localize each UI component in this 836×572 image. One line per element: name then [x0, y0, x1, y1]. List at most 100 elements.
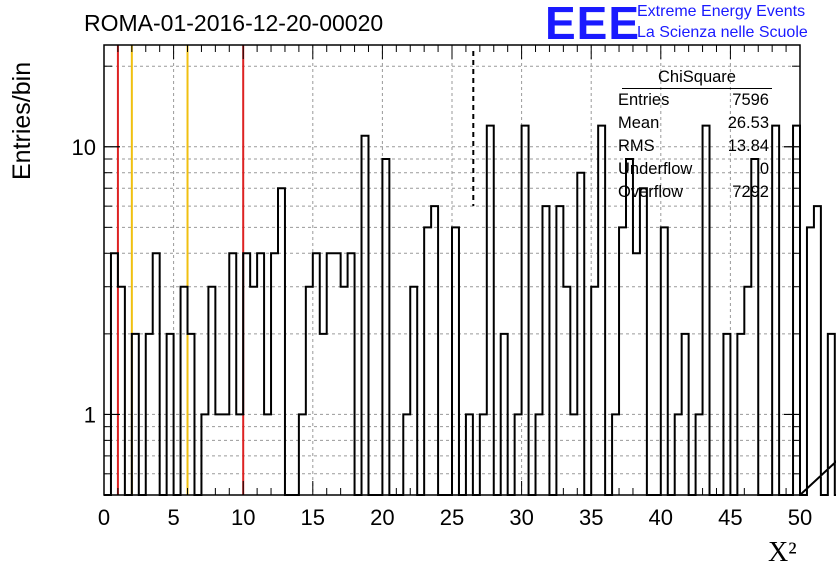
x-tick-label: 15 [301, 505, 325, 530]
histogram-bin [570, 414, 577, 495]
x-axis-label: X² [768, 537, 797, 568]
histogram-bin [828, 334, 835, 495]
x-tick-label: 5 [167, 505, 179, 530]
stats-row-entries: Entries 7596 [612, 89, 777, 112]
stats-value: 7292 [732, 183, 769, 201]
histogram-bin [271, 253, 278, 495]
histogram-bin [814, 206, 821, 495]
histogram-bin [327, 253, 334, 495]
stats-label: Underflow [618, 160, 693, 178]
histogram-bin [522, 126, 529, 495]
x-tick-label: 25 [440, 505, 464, 530]
stats-label: RMS [618, 137, 655, 155]
histogram-bin [619, 227, 626, 495]
histogram-bin [188, 334, 195, 495]
stats-title: ChiSquare [622, 67, 772, 89]
histogram-bin [598, 126, 605, 495]
x-tick-label: 40 [649, 505, 673, 530]
logo-line-1: Extreme Energy Events [637, 3, 806, 20]
histogram-bin [208, 287, 215, 495]
x-tick-label: 45 [718, 505, 742, 530]
histogram-bin [306, 287, 313, 495]
stats-value: 26.53 [727, 114, 769, 132]
histogram-bin [111, 253, 118, 495]
stats-row-underflow: Underflow 0 [612, 158, 777, 181]
histogram-bin [563, 287, 570, 495]
chart-title: ROMA-01-2016-12-20-00020 [84, 10, 384, 36]
histogram-bin [181, 287, 188, 495]
histogram-bin [250, 287, 257, 495]
y-tick-label: 1 [84, 402, 96, 427]
histogram-bin [334, 253, 341, 495]
histogram-bin [424, 227, 431, 495]
histogram-bin [403, 414, 410, 495]
x-tick-labels: 0 5 10 15 20 25 30 35 40 45 50 [98, 505, 812, 530]
histogram-bin [362, 136, 369, 495]
histogram-bin [536, 414, 543, 495]
histogram-bin [320, 334, 327, 495]
y-tick-label: 10 [72, 135, 96, 160]
histogram-bin [501, 334, 508, 495]
histogram-bin [577, 173, 584, 495]
histogram-bin [243, 253, 250, 495]
histogram-bin [264, 414, 271, 495]
x-tick-label: 35 [579, 505, 603, 530]
histogram-bin [661, 227, 668, 495]
stats-row-rms: RMS 13.84 [612, 135, 777, 158]
histogram-bin [807, 227, 814, 495]
histogram-bin [556, 206, 563, 495]
histogram-bin [201, 414, 208, 495]
histogram-bin [542, 206, 549, 495]
histogram-bin [640, 188, 647, 495]
histogram-bin [382, 159, 389, 495]
histogram-bin [675, 414, 682, 495]
histogram-bin [278, 188, 285, 495]
stats-row-mean: Mean 26.53 [612, 112, 777, 135]
x-tick-label: 20 [370, 505, 394, 530]
histogram-bin [118, 287, 125, 495]
histogram-bin [751, 159, 758, 495]
histogram-bin [744, 287, 751, 495]
x-tick-label: 30 [509, 505, 533, 530]
histogram-bin [257, 253, 264, 495]
histogram-bin [487, 126, 494, 495]
histogram-bin [299, 414, 306, 495]
histogram-bin [146, 334, 153, 495]
stats-row-overflow: Overflow 7292 [612, 181, 777, 204]
y-tick-labels: 1 10 [72, 135, 96, 428]
histogram-bin [229, 253, 236, 495]
stats-value: 7596 [732, 91, 769, 109]
axis-ticks [103, 45, 801, 495]
histogram-bin [723, 334, 730, 495]
histogram-bin [591, 287, 598, 495]
histogram-bin [682, 334, 689, 495]
y-axis-label: Entries/bin [8, 61, 36, 180]
stats-label: Overflow [618, 183, 684, 201]
histogram-bin [466, 414, 473, 495]
histogram-bin [153, 253, 160, 495]
histogram-bin [515, 414, 522, 495]
x-tick-label: 0 [98, 505, 110, 530]
histogram-bin [236, 414, 243, 495]
histogram-bin [612, 414, 619, 495]
histogram-bin [348, 253, 355, 495]
histogram-bin [626, 159, 633, 495]
eee-logo: EEE [545, 0, 641, 49]
histogram-bin [793, 126, 800, 495]
histogram-bin [222, 414, 229, 495]
logo-line-2: La Scienza nelle Scuole [637, 24, 808, 41]
stats-value: 0 [759, 160, 769, 178]
histogram-bin [313, 253, 320, 495]
histogram-bin [696, 414, 703, 495]
histogram-bins [104, 124, 836, 496]
histogram-bin [452, 227, 459, 495]
histogram-bin [410, 287, 417, 495]
histogram-bin [737, 334, 744, 495]
histogram-bin [341, 287, 348, 495]
histogram-bin [431, 206, 438, 495]
histogram-bin [215, 414, 222, 495]
histogram-bin [132, 334, 139, 495]
histogram-outline [104, 124, 836, 496]
stats-value: 13.84 [727, 137, 769, 155]
